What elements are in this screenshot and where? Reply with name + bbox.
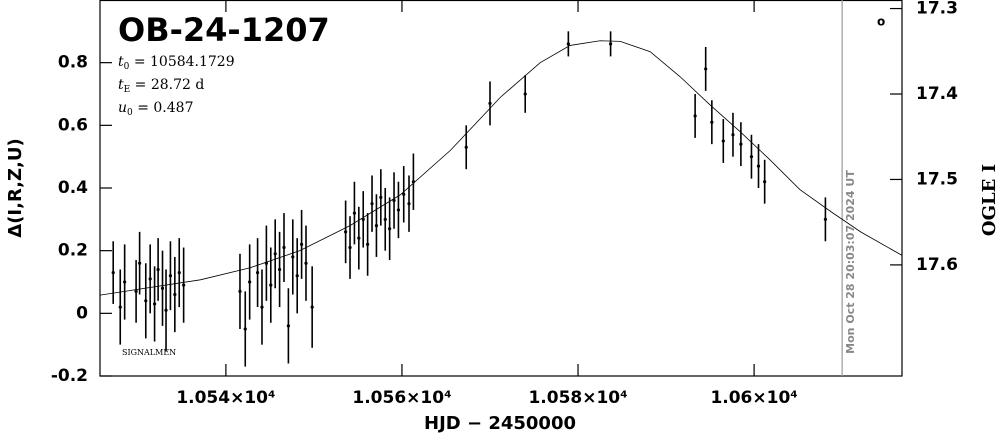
- data-point: [361, 217, 365, 221]
- data-point: [693, 114, 697, 118]
- data-point: [300, 242, 304, 246]
- data-point: [739, 142, 743, 146]
- y-tick-label: 0.4: [58, 178, 88, 198]
- data-point: [291, 255, 295, 259]
- data-point: [310, 305, 314, 309]
- param-value: = 0.487: [133, 100, 194, 116]
- data-point: [243, 327, 247, 331]
- data-point: [357, 236, 361, 240]
- data-point: [168, 274, 173, 278]
- y-tick-label: 0.2: [58, 241, 88, 261]
- data-point: [118, 305, 122, 309]
- y-tick-label: 0.8: [58, 53, 88, 73]
- chart-title: OB-24-1207: [118, 11, 330, 49]
- data-point: [488, 101, 492, 105]
- data-point: [164, 308, 168, 312]
- data-point: [411, 180, 416, 184]
- y2-tick-label: 17.5: [916, 169, 958, 189]
- x-tick-label: 1.054×10⁴: [176, 388, 275, 408]
- data-point: [273, 252, 277, 256]
- data-point: [609, 42, 613, 46]
- data-point: [286, 324, 290, 328]
- data-point: [370, 202, 374, 206]
- data-point: [295, 274, 299, 278]
- data-point: [348, 245, 352, 250]
- data-point: [379, 195, 383, 199]
- corner-note: SIGNALMEN: [122, 348, 176, 357]
- data-point: [123, 280, 127, 284]
- data-point: [248, 280, 252, 284]
- data-point: [177, 271, 181, 275]
- data-point: [731, 133, 735, 137]
- data-point: [282, 245, 286, 250]
- data-point: [304, 261, 308, 265]
- data-point: [173, 292, 177, 297]
- data-point: [160, 286, 165, 290]
- param-symbol: u: [118, 100, 127, 116]
- data-point: [134, 289, 138, 293]
- fit-parameter: t0 = 10584.1729: [118, 54, 235, 72]
- data-point: [721, 139, 725, 143]
- data-point: [464, 145, 468, 149]
- data-point: [402, 192, 406, 196]
- y2-tick-label: 17.6: [916, 255, 958, 275]
- data-point: [704, 67, 708, 71]
- data-point: [138, 261, 142, 265]
- data-point: [148, 277, 152, 281]
- param-symbol: t: [118, 54, 124, 70]
- data-point: [396, 208, 401, 212]
- data-point: [156, 267, 160, 272]
- x-tick-label: 1.058×10⁴: [528, 388, 627, 408]
- data-point: [374, 224, 379, 228]
- data-point: [407, 202, 411, 206]
- param-subscript: E: [124, 85, 131, 95]
- timestamp: Mon Oct 28 20:03:07 2024 UT: [844, 170, 857, 354]
- param-subscript: 0: [124, 62, 130, 72]
- model-curve: [100, 40, 902, 296]
- y2-axis-label: OGLE I: [979, 164, 1000, 236]
- data-point: [144, 299, 148, 303]
- data-point: [269, 283, 273, 287]
- fit-parameter: tE = 28.72 d: [118, 77, 204, 95]
- data-point: [111, 271, 115, 275]
- data-point: [277, 267, 282, 272]
- data-point: [260, 305, 264, 309]
- y2-tick-label: 17.4: [916, 84, 958, 104]
- marker-note: o: [877, 15, 885, 29]
- param-value: = 10584.1729: [129, 54, 234, 70]
- data-point: [763, 180, 767, 184]
- data-point: [523, 92, 527, 96]
- data-point: [710, 120, 714, 124]
- data-point: [383, 217, 387, 221]
- x-tick-label: 1.06×10⁴: [710, 388, 797, 408]
- data-point: [566, 42, 570, 46]
- data-point: [756, 164, 761, 168]
- data-point: [152, 302, 157, 306]
- data-point: [366, 242, 370, 246]
- data-point: [392, 198, 396, 203]
- y2-tick-label: 17.3: [916, 0, 958, 19]
- data-point: [344, 230, 348, 234]
- data-point: [238, 289, 242, 293]
- data-point: [388, 227, 392, 231]
- plot-area: [100, 31, 902, 367]
- y-tick-label: 0.6: [58, 115, 88, 135]
- param-value: = 28.72 d: [130, 77, 204, 93]
- y-tick-label: 0: [76, 303, 88, 323]
- data-point: [749, 155, 754, 159]
- data-point: [352, 211, 357, 215]
- data-point: [255, 271, 260, 275]
- y-axis-label: Δ(I,R,Z,U): [5, 138, 26, 237]
- data-point: [823, 217, 828, 221]
- param-symbol: t: [118, 77, 124, 93]
- data-point: [182, 283, 186, 287]
- x-axis-label: HJD − 2450000: [424, 413, 576, 434]
- y-tick-label: -0.2: [51, 366, 88, 386]
- x-tick-label: 1.056×10⁴: [352, 388, 451, 408]
- fit-parameter: u0 = 0.487: [118, 100, 193, 118]
- data-point: [264, 261, 268, 265]
- param-subscript: 0: [127, 108, 133, 118]
